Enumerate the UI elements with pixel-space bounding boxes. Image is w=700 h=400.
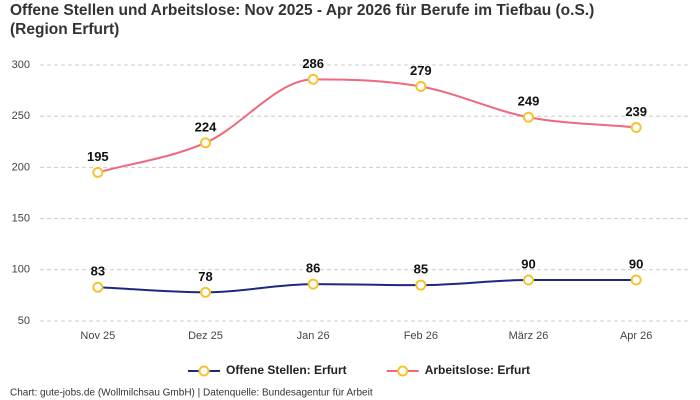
source-note: Chart: gute-jobs.de (Wollmilchsau GmbH) … [10,388,373,399]
x-tick-label: Nov 25 [80,330,115,342]
y-tick-label: 150 [12,213,30,225]
data-label: 279 [410,63,432,78]
data-point [92,167,104,179]
chart-subtitle: (Region Erfurt) [10,21,119,38]
x-tick-label: Feb 26 [404,330,438,342]
data-point [523,274,534,286]
data-point [630,121,642,133]
x-tick-label: Apr 26 [620,330,652,342]
legend-marker [397,365,409,377]
y-tick-label: 250 [12,110,30,122]
y-tick-label: 200 [12,161,30,173]
data-label: 286 [302,56,324,71]
x-tick-label: Dez 25 [188,330,223,342]
x-tick-label: März 26 [509,330,549,342]
legend-item: Arbeitslose: Erfurt [386,363,530,377]
legend-label: Offene Stellen: Erfurt [226,363,347,377]
data-label: 239 [625,104,647,119]
x-tick-label: Jan 26 [297,330,330,342]
legend-item: Offene Stellen: Erfurt [188,363,347,377]
data-label: 90 [521,256,535,271]
line-series [97,78,637,174]
legend-marker [198,365,210,377]
data-label: 83 [91,264,105,279]
data-point [523,111,534,123]
data-label: 85 [414,262,428,277]
data-point [630,274,642,286]
y-tick-label: 50 [18,315,30,327]
data-point [200,286,211,298]
y-tick-label: 300 [12,59,30,71]
data-point [200,137,211,149]
data-point [415,81,427,93]
data-label: 249 [518,94,540,109]
line-series [97,279,637,294]
chart-title: Offene Stellen und Arbeitslose: Nov 2025… [10,2,594,19]
data-point [92,281,104,293]
data-label: 224 [195,119,217,134]
data-point [307,278,319,290]
data-label: 86 [306,261,320,276]
data-label: 195 [87,149,109,164]
data-point [415,279,427,291]
y-tick-label: 100 [12,264,30,276]
legend-label: Arbeitslose: Erfurt [425,363,530,377]
data-label: 90 [629,256,643,271]
data-point [307,73,319,85]
data-label: 78 [198,269,212,284]
